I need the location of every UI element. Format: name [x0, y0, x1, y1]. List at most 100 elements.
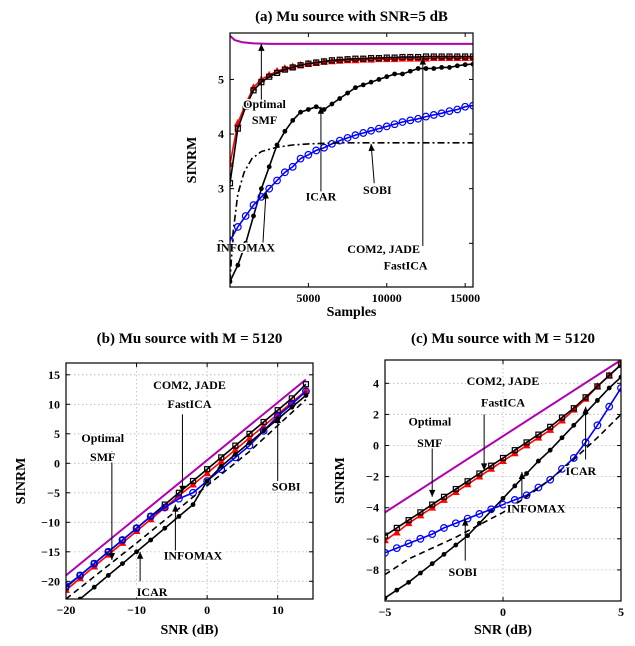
data-point	[297, 62, 304, 69]
panel-c: (c) Mu source with M = 5120 −5 0 5 −8 −6 −4 −2 0…	[333, 331, 624, 638]
data-point	[439, 65, 445, 70]
data-point	[453, 105, 462, 114]
data-point	[431, 66, 437, 71]
data-point	[475, 510, 484, 518]
annotation-label: FastICA	[384, 259, 428, 273]
data-point	[351, 131, 360, 140]
x-axis-label: SNR (dB)	[474, 623, 532, 638]
data-point	[273, 176, 281, 185]
annotation-arrow	[262, 191, 267, 244]
annotation-label: SOBI	[363, 183, 392, 197]
data-point	[606, 372, 613, 379]
data-point	[335, 136, 344, 145]
x-tick-label: 15000	[450, 291, 480, 305]
data-point	[454, 53, 461, 60]
data-point	[570, 405, 577, 412]
series-line	[230, 142, 473, 282]
annotation-arrowhead	[480, 463, 488, 471]
annotations: Optimal SMF ICAR SOBI INFOMAX COM2, JADE FastI…	[215, 43, 429, 274]
data-point	[234, 125, 241, 132]
data-point	[571, 422, 577, 428]
series-optimal-smf	[385, 360, 621, 514]
data-point	[273, 69, 281, 76]
data-point	[617, 361, 621, 368]
data-point	[76, 571, 85, 580]
data-point	[119, 536, 126, 544]
data-point	[393, 524, 400, 532]
data-point	[418, 570, 423, 576]
data-point	[593, 421, 602, 430]
data-point	[430, 53, 437, 60]
annotation-label: FastICA	[481, 396, 525, 410]
data-point	[558, 464, 566, 473]
data-point	[230, 180, 234, 187]
data-point	[160, 503, 169, 512]
data-point	[203, 468, 212, 477]
annotation-label: SOBI	[449, 565, 478, 579]
data-point	[499, 454, 507, 462]
data-point	[512, 483, 518, 489]
data-point	[296, 154, 305, 163]
data-point	[534, 483, 543, 492]
data-point	[415, 66, 421, 71]
data-point	[383, 54, 390, 61]
annotation-label: COM2, JADE	[347, 242, 420, 256]
chart-title: (c) Mu source with M = 5120	[411, 331, 595, 347]
data-point	[204, 478, 210, 484]
data-point	[189, 488, 197, 497]
data-point	[385, 532, 389, 539]
data-point	[261, 428, 266, 434]
series-icar	[385, 374, 621, 601]
data-point	[266, 164, 272, 170]
annotation-arrowhead	[108, 553, 116, 561]
data-point	[250, 87, 257, 94]
annotation-label: SMF	[417, 436, 442, 450]
y-tick-label: 15	[48, 368, 60, 382]
plot-area	[385, 360, 621, 601]
data-point	[134, 549, 139, 555]
data-point	[204, 466, 211, 473]
x-tick-label: −20	[57, 603, 76, 617]
data-point	[464, 478, 471, 485]
data-point	[176, 514, 182, 519]
data-point	[233, 223, 242, 231]
data-point	[617, 384, 621, 392]
data-point	[453, 542, 459, 548]
x-tick-label: 5	[618, 605, 624, 619]
data-point	[511, 447, 518, 454]
data-point	[428, 530, 437, 539]
data-point	[91, 584, 97, 590]
data-point	[469, 101, 473, 110]
series-icar	[230, 61, 473, 284]
annotation-label: INFOMAX	[507, 501, 566, 515]
annotation-arrowhead	[262, 191, 269, 199]
data-point	[462, 62, 468, 68]
y-tick-label: 0	[54, 456, 60, 470]
annotation-arrowhead	[258, 43, 265, 51]
series-optimal-smf	[66, 378, 307, 577]
data-point	[404, 539, 413, 548]
annotation-label: ICAR	[306, 190, 337, 204]
data-point	[302, 381, 310, 388]
annotation-label: SMF	[90, 450, 115, 464]
data-point	[440, 524, 448, 532]
annotation-label: ICAR	[137, 585, 168, 599]
annotation-arrowhead	[582, 406, 589, 414]
data-point	[465, 533, 470, 539]
data-point	[606, 385, 612, 391]
data-point	[392, 71, 398, 77]
data-point	[376, 77, 382, 82]
data-point	[320, 58, 328, 65]
panel-a: (a) Mu source with SNR=5 dB 5000 10000 1500…	[185, 9, 480, 320]
data-point	[190, 502, 196, 507]
data-point	[265, 184, 274, 193]
data-point	[304, 150, 313, 159]
data-point	[249, 201, 258, 209]
data-point	[547, 447, 553, 453]
data-point	[399, 53, 406, 61]
data-point	[321, 107, 327, 112]
annotation-arrowhead	[368, 143, 375, 152]
data-point	[246, 430, 253, 437]
y-tick-label: −2	[366, 470, 379, 484]
y-tick-label: 3	[218, 182, 224, 196]
